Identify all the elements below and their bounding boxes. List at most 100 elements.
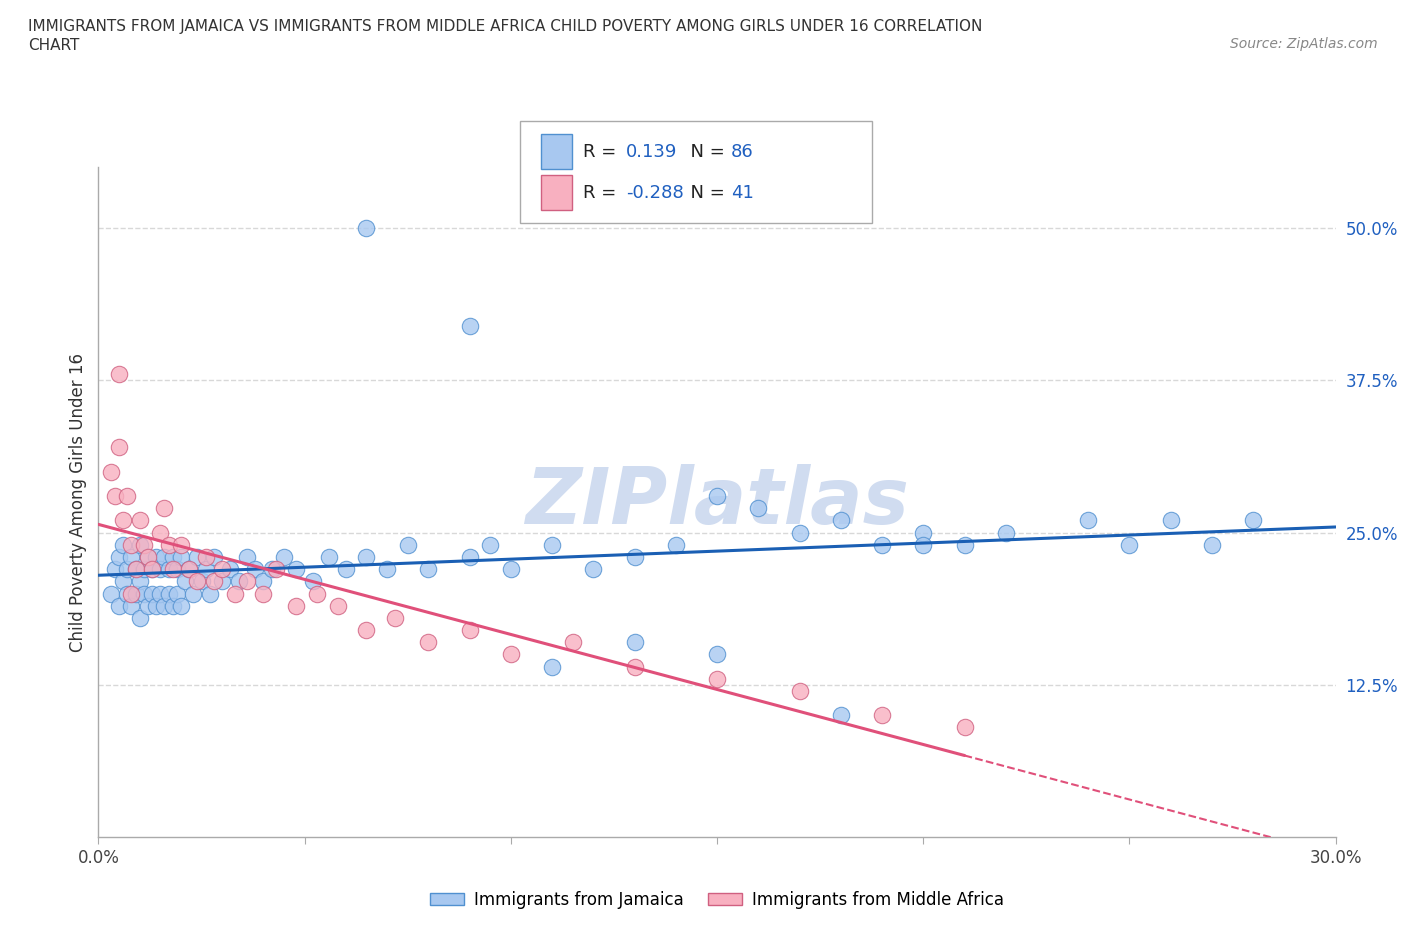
Point xyxy=(228,574,250,589)
Point xyxy=(273,550,295,565)
Point xyxy=(302,574,325,589)
Point xyxy=(202,574,225,589)
Text: IMMIGRANTS FROM JAMAICA VS IMMIGRANTS FROM MIDDLE AFRICA CHILD POVERTY AMONG GIR: IMMIGRANTS FROM JAMAICA VS IMMIGRANTS FR… xyxy=(28,19,983,53)
Point xyxy=(104,562,127,577)
Point xyxy=(219,562,242,577)
Point xyxy=(458,550,481,565)
Point xyxy=(136,598,159,613)
Point xyxy=(166,586,188,601)
Point xyxy=(149,525,172,540)
Point xyxy=(141,562,163,577)
Point xyxy=(132,586,155,601)
Point xyxy=(153,598,176,613)
Point xyxy=(224,586,246,601)
Point xyxy=(128,574,150,589)
Point xyxy=(870,708,893,723)
Point xyxy=(117,562,139,577)
Point xyxy=(582,562,605,577)
Point xyxy=(149,586,172,601)
Text: Source: ZipAtlas.com: Source: ZipAtlas.com xyxy=(1230,37,1378,51)
Point xyxy=(458,622,481,637)
Point xyxy=(747,501,769,516)
Point xyxy=(162,598,184,613)
Point xyxy=(190,574,212,589)
Point xyxy=(1118,538,1140,552)
Point xyxy=(170,550,193,565)
Point xyxy=(243,562,266,577)
Point xyxy=(499,562,522,577)
Text: N =: N = xyxy=(679,142,731,161)
Point xyxy=(124,586,146,601)
Point xyxy=(124,562,146,577)
Point xyxy=(1077,513,1099,528)
Point xyxy=(236,550,259,565)
Point xyxy=(157,562,180,577)
Y-axis label: Child Poverty Among Girls Under 16: Child Poverty Among Girls Under 16 xyxy=(69,352,87,652)
Point xyxy=(162,562,184,577)
Point xyxy=(623,635,645,650)
Point xyxy=(252,586,274,601)
Point xyxy=(561,635,583,650)
Point xyxy=(132,538,155,552)
Point xyxy=(128,610,150,625)
Point xyxy=(157,538,180,552)
Point xyxy=(953,720,976,735)
Point xyxy=(623,659,645,674)
Point xyxy=(100,464,122,479)
Point xyxy=(665,538,688,552)
Point xyxy=(174,574,197,589)
Point xyxy=(181,586,204,601)
Point xyxy=(112,513,135,528)
Point xyxy=(458,318,481,333)
Point xyxy=(124,562,146,577)
Point xyxy=(830,513,852,528)
Point xyxy=(326,598,349,613)
Point xyxy=(179,562,201,577)
Point xyxy=(396,538,419,552)
Point xyxy=(305,586,328,601)
Point xyxy=(499,647,522,662)
Point xyxy=(479,538,502,552)
Point xyxy=(108,440,131,455)
Point xyxy=(108,550,131,565)
Point xyxy=(384,610,406,625)
Point xyxy=(912,538,935,552)
Point xyxy=(108,367,131,382)
Point xyxy=(541,659,564,674)
Point xyxy=(194,562,217,577)
Point xyxy=(153,501,176,516)
Point xyxy=(136,550,159,565)
Point xyxy=(202,550,225,565)
Point xyxy=(170,538,193,552)
Point xyxy=(194,550,217,565)
Point xyxy=(149,562,172,577)
Text: ZIPlatlas: ZIPlatlas xyxy=(524,464,910,540)
Point xyxy=(117,488,139,503)
Point xyxy=(953,538,976,552)
Point xyxy=(356,550,378,565)
Point xyxy=(157,586,180,601)
Point xyxy=(1241,513,1264,528)
Point xyxy=(153,550,176,565)
Text: -0.288: -0.288 xyxy=(626,183,683,202)
Point xyxy=(335,562,357,577)
Text: 86: 86 xyxy=(731,142,754,161)
Legend: Immigrants from Jamaica, Immigrants from Middle Africa: Immigrants from Jamaica, Immigrants from… xyxy=(423,884,1011,916)
Point xyxy=(264,562,287,577)
Point xyxy=(541,538,564,552)
Point xyxy=(120,586,142,601)
Text: 41: 41 xyxy=(731,183,754,202)
Point xyxy=(706,488,728,503)
Text: R =: R = xyxy=(583,142,623,161)
Point xyxy=(166,562,188,577)
Point xyxy=(108,598,131,613)
Point xyxy=(375,562,398,577)
Point xyxy=(830,708,852,723)
Point xyxy=(706,671,728,686)
Point xyxy=(120,550,142,565)
Text: R =: R = xyxy=(583,183,623,202)
Point xyxy=(179,562,201,577)
Point xyxy=(356,220,378,235)
Point xyxy=(120,598,142,613)
Point xyxy=(117,586,139,601)
